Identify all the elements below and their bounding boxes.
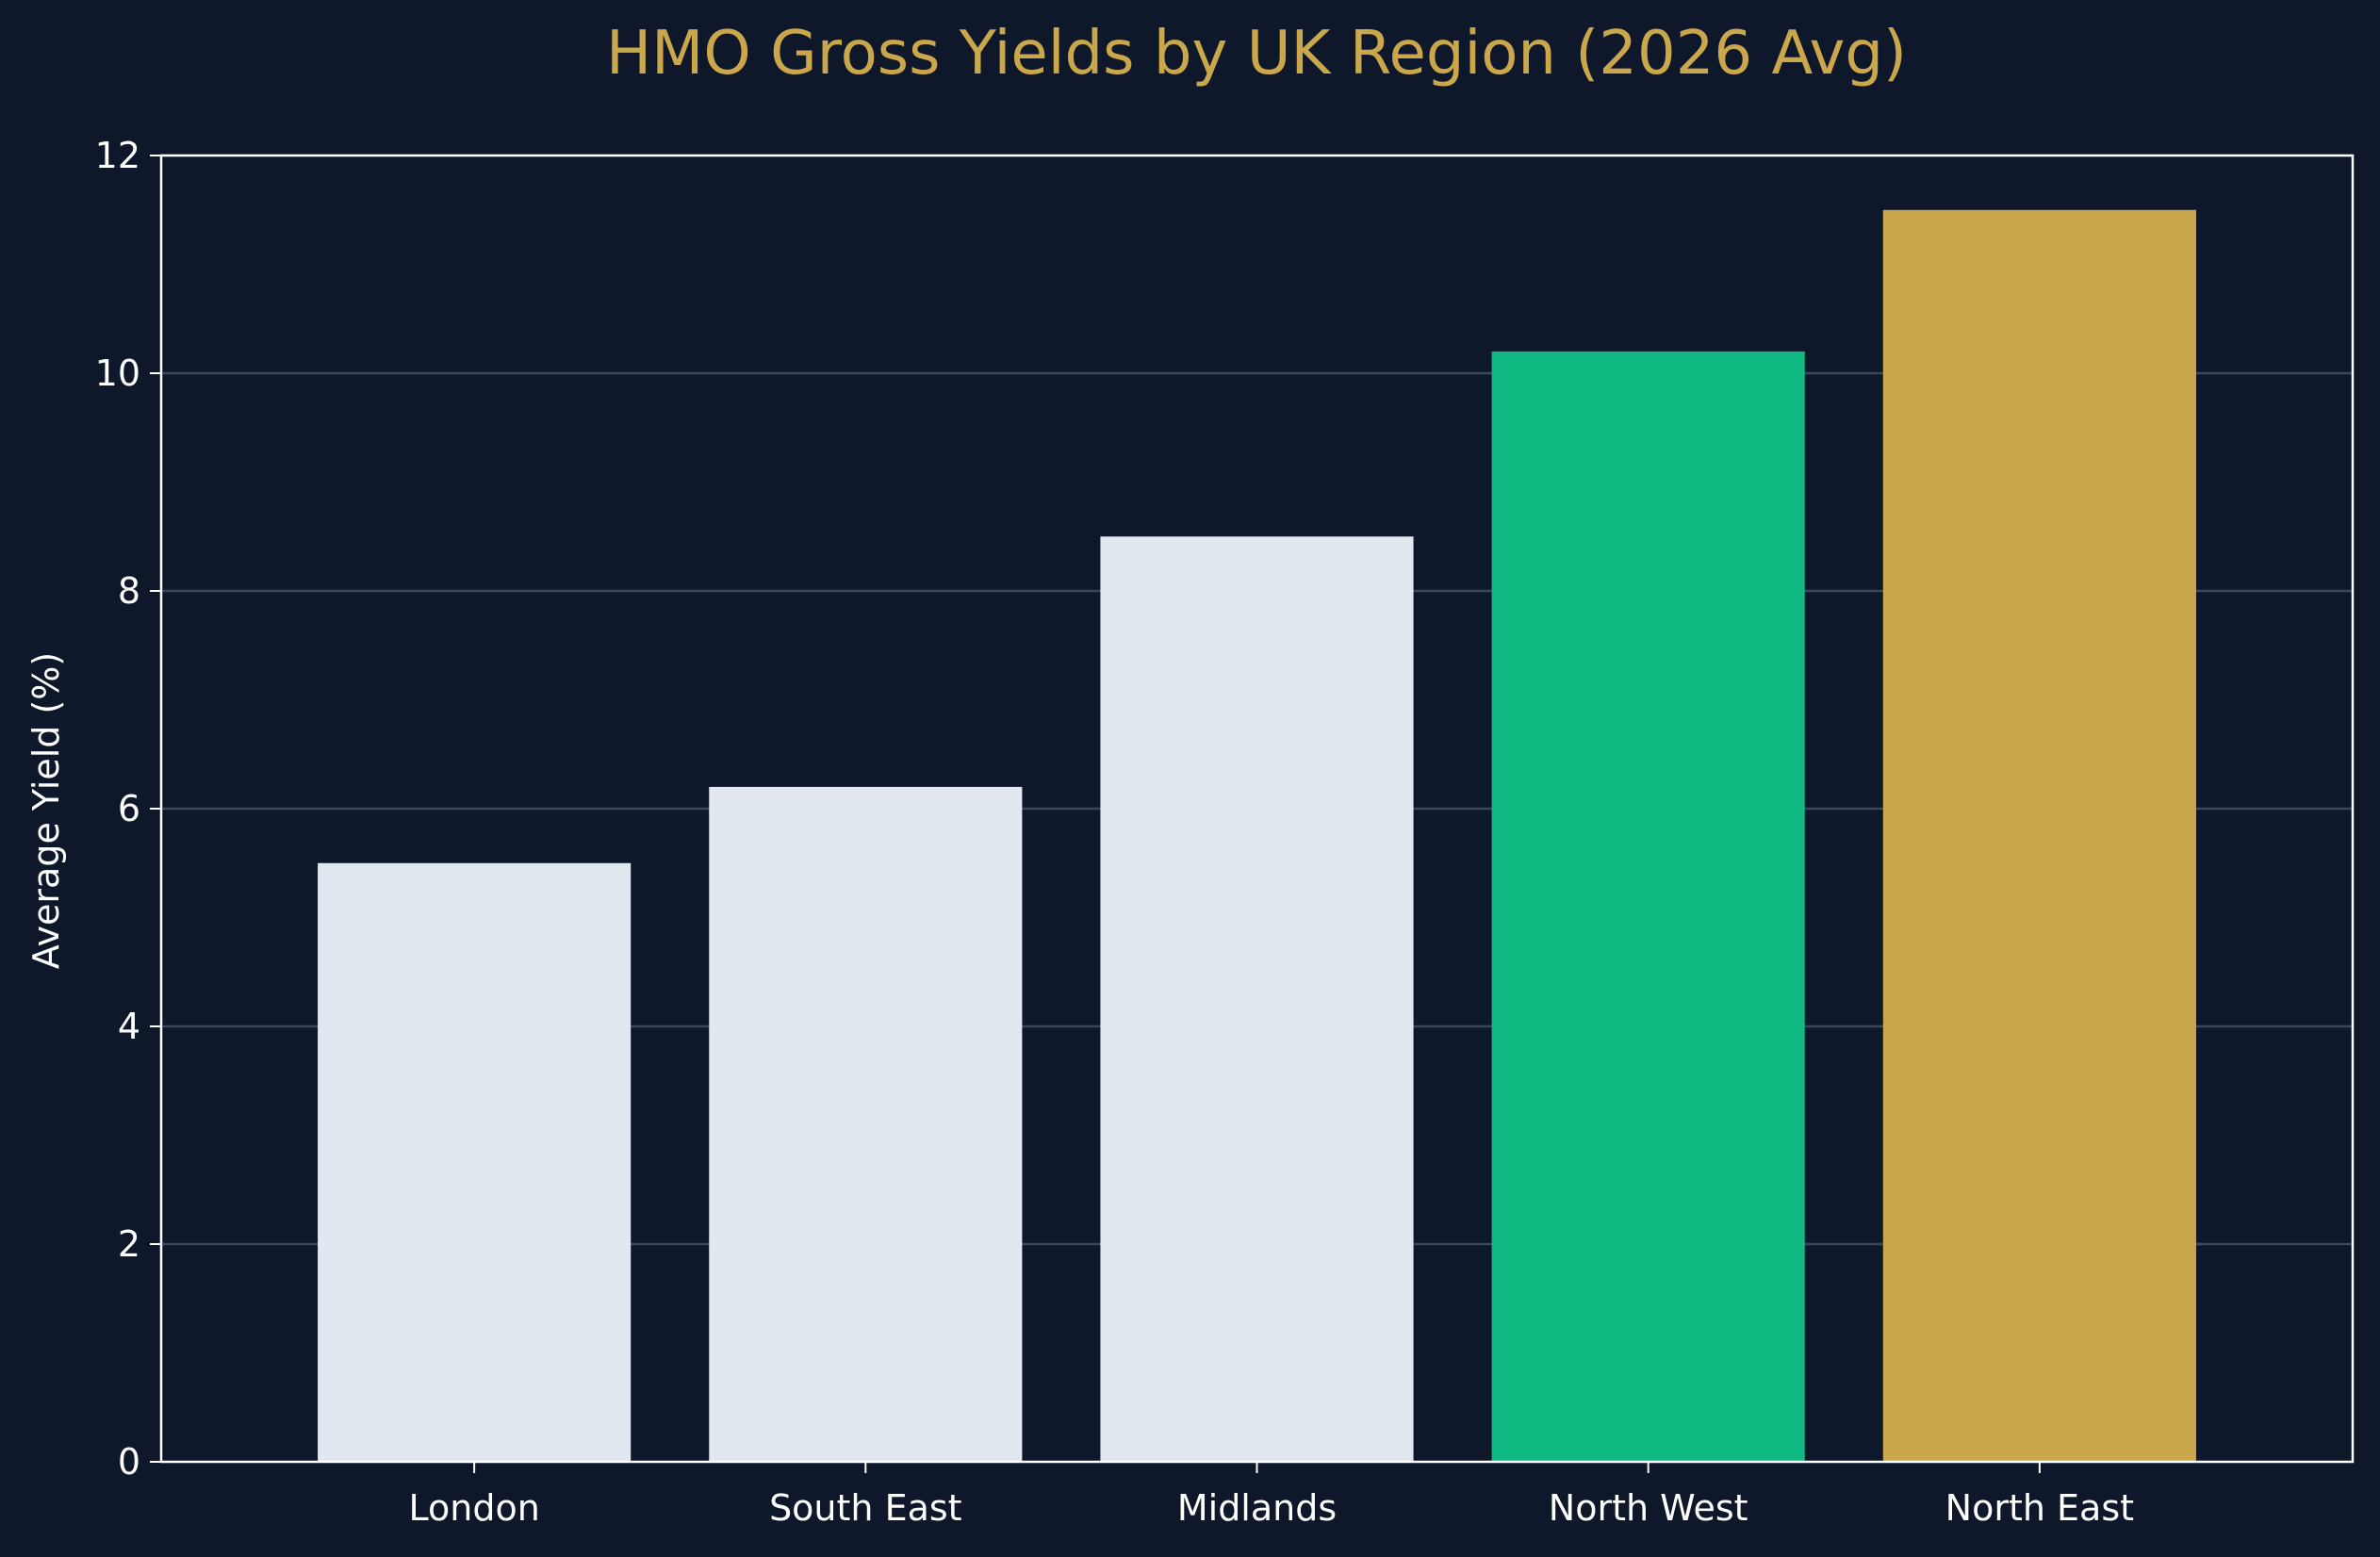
bar-midlands (1100, 536, 1414, 1462)
x-tick-label: North East (1945, 1487, 2134, 1529)
y-axis-ticks: 0 2 4 6 8 10 12 (95, 135, 161, 1483)
y-tick-label: 12 (95, 135, 140, 176)
y-tick-label: 0 (118, 1441, 140, 1483)
bar-london (318, 862, 632, 1462)
y-tick-label: 6 (118, 788, 140, 829)
bar-north-east (1882, 209, 2196, 1462)
x-tick-label: South East (769, 1487, 962, 1529)
x-tick-label: London (408, 1487, 539, 1529)
y-tick-label: 10 (95, 352, 140, 394)
x-tick-label: North West (1549, 1487, 1748, 1529)
bars (318, 209, 2196, 1462)
y-tick-label: 2 (118, 1223, 140, 1265)
y-tick-label: 4 (118, 1006, 140, 1047)
bar-north-west (1491, 351, 1805, 1462)
x-axis-ticks: London South East Midlands North West North … (408, 1462, 2134, 1529)
y-tick-label: 8 (118, 570, 140, 612)
y-axis-label: Average Yield (%) (25, 652, 67, 969)
x-tick-label: Midlands (1177, 1487, 1337, 1529)
bar-south-east (709, 786, 1023, 1462)
chart-title: HMO Gross Yields by UK Region (2026 Avg) (606, 19, 1907, 89)
